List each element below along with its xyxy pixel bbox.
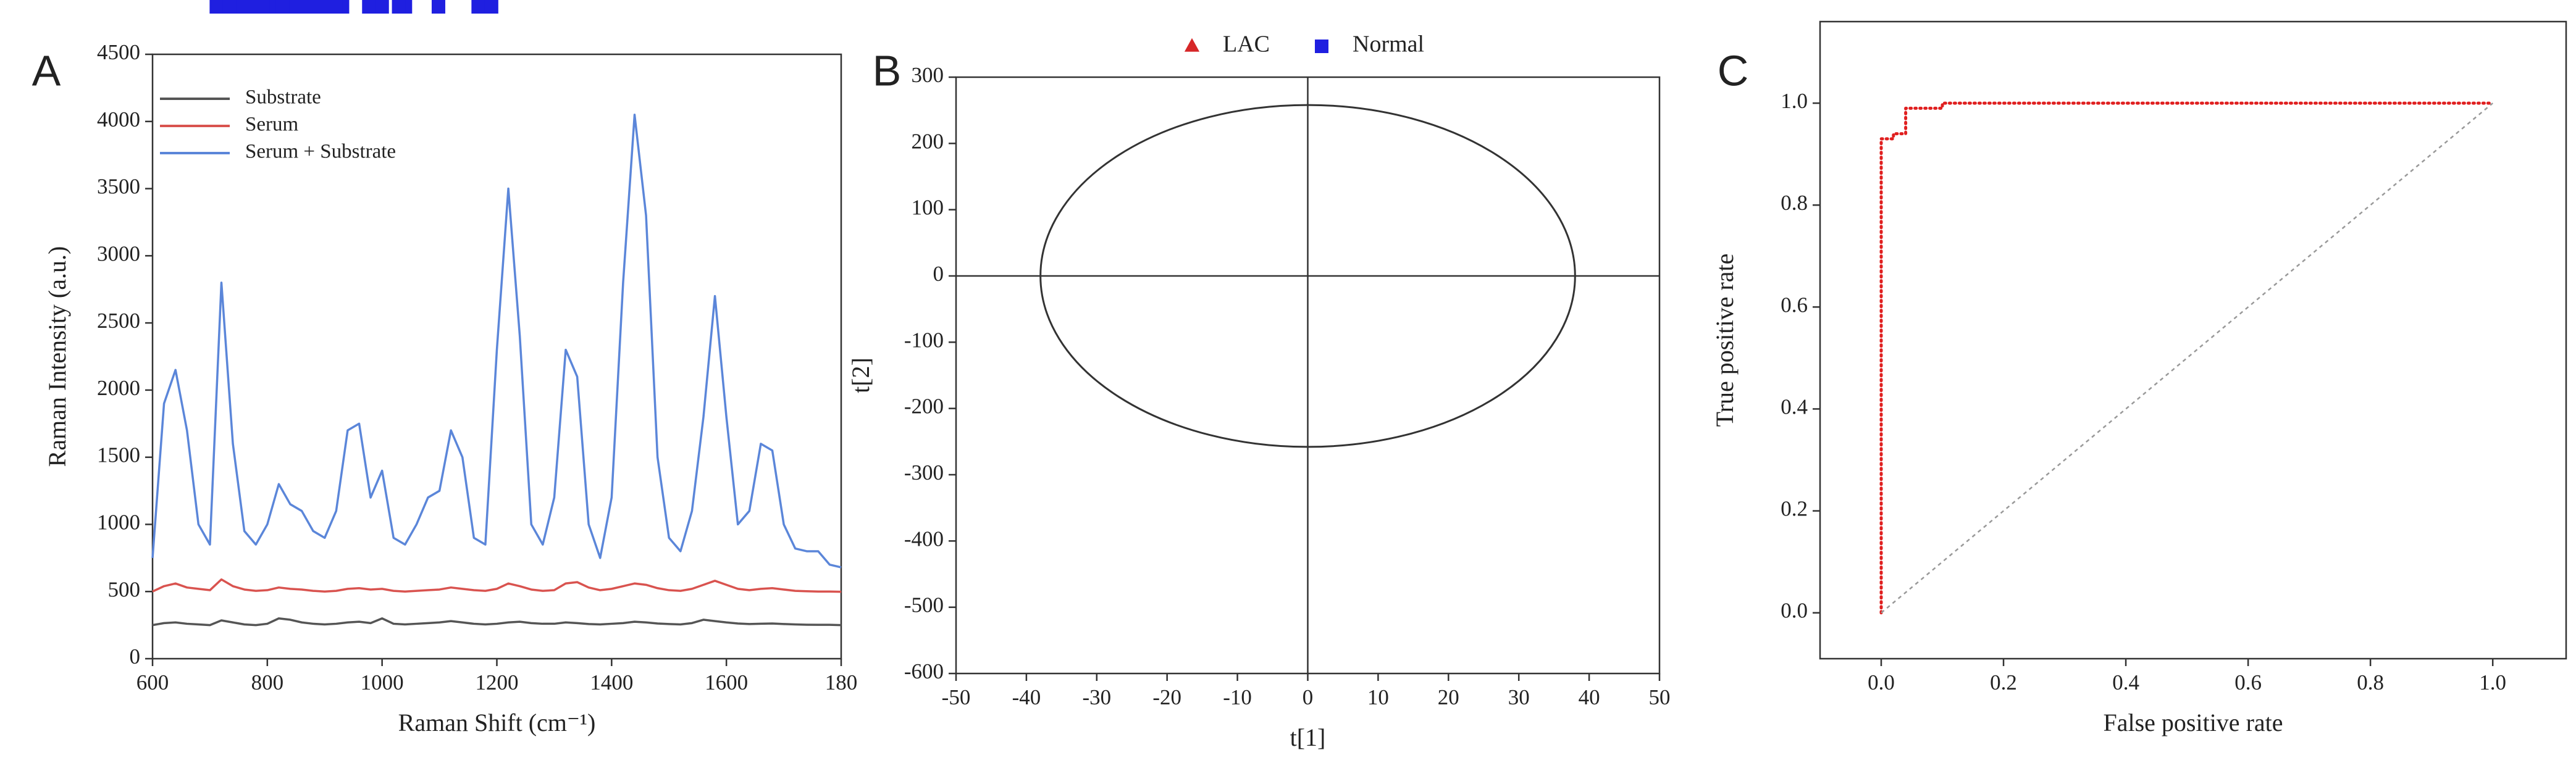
y-tick-label: 4500 — [97, 40, 140, 64]
square-marker — [222, 0, 237, 14]
line-series — [1881, 102, 2493, 614]
x-tick-label: -20 — [1152, 685, 1181, 709]
x-axis-label: False positive rate — [2103, 709, 2283, 736]
square-marker — [375, 0, 389, 14]
legend-label: Substrate — [245, 86, 321, 109]
y-tick-label: 0.0 — [1781, 599, 1808, 623]
x-tick-label: 1200 — [476, 670, 519, 694]
panel-label: C — [1718, 46, 1749, 94]
x-tick-label: -10 — [1223, 685, 1252, 709]
square-marker — [392, 0, 406, 14]
y-tick-label: 3500 — [97, 175, 140, 199]
x-tick-label: 10 — [1367, 685, 1389, 709]
y-tick-label: -600 — [904, 659, 944, 683]
x-tick-label: 0.0 — [1868, 670, 1895, 694]
x-tick-label: 180 — [825, 670, 858, 694]
x-tick-label: 1600 — [705, 670, 748, 694]
x-tick-label: -30 — [1082, 685, 1111, 709]
y-tick-label: 0.8 — [1781, 191, 1808, 215]
legend-label: Serum — [245, 114, 298, 136]
square-marker — [209, 0, 224, 14]
square-marker — [329, 0, 343, 14]
x-tick-label: 30 — [1508, 685, 1530, 709]
line-series — [152, 578, 842, 593]
y-tick-label: 1.0 — [1781, 89, 1808, 113]
legend-label: LAC — [1223, 31, 1270, 57]
square-marker — [471, 0, 485, 14]
line-series — [152, 617, 842, 627]
y-tick-label: 0 — [130, 644, 141, 669]
x-tick-label: 40 — [1579, 685, 1600, 709]
y-tick-label: -500 — [904, 593, 944, 617]
square-marker — [362, 0, 376, 14]
x-tick-label: 20 — [1438, 685, 1459, 709]
y-tick-label: -400 — [904, 527, 944, 551]
y-tick-label: -200 — [904, 394, 944, 419]
x-tick-label: 1.0 — [2479, 670, 2506, 694]
x-tick-label: -40 — [1012, 685, 1041, 709]
y-tick-label: -300 — [904, 461, 944, 485]
y-tick-label: 200 — [912, 129, 944, 153]
x-tick-label: 0.6 — [2234, 670, 2262, 694]
x-axis-label: t[1] — [1290, 724, 1326, 751]
line-series — [151, 114, 842, 569]
y-tick-label: 100 — [912, 196, 944, 220]
y-tick-label: 2500 — [97, 309, 140, 333]
y-axis-label: True positive rate — [1711, 254, 1739, 427]
x-tick-label: 0.8 — [2357, 670, 2384, 694]
y-tick-label: 4000 — [97, 107, 140, 131]
x-tick-label: 600 — [136, 670, 169, 694]
x-tick-label: 0.4 — [2112, 670, 2139, 694]
panel-label: A — [32, 46, 61, 94]
square-marker — [256, 0, 270, 14]
y-tick-label: 3000 — [97, 241, 140, 265]
x-tick-label: 800 — [251, 670, 284, 694]
y-tick-label: 0 — [933, 262, 944, 286]
y-tick-label: 0.4 — [1781, 394, 1808, 419]
square-marker — [484, 0, 498, 14]
confidence-ellipse — [1039, 104, 1576, 448]
legend-marker — [1315, 40, 1328, 53]
line-series — [1879, 101, 2494, 615]
square-marker — [316, 0, 330, 14]
x-tick-label: 50 — [1649, 685, 1671, 709]
y-tick-label: 0.6 — [1781, 293, 1808, 317]
y-axis-label: Raman Intensity (a.u.) — [43, 246, 71, 467]
x-tick-label: 0 — [1303, 685, 1314, 709]
x-tick-label: 0.2 — [1990, 670, 2017, 694]
square-marker — [275, 0, 290, 14]
legend-label: Normal — [1353, 31, 1424, 57]
x-tick-label: 1000 — [361, 670, 404, 694]
legend-marker — [1184, 38, 1200, 52]
y-tick-label: 500 — [108, 577, 141, 601]
y-axis-label: t[2] — [847, 357, 875, 393]
square-marker — [431, 0, 445, 14]
panel-label: B — [873, 46, 902, 94]
x-axis-label: Raman Shift (cm⁻¹) — [398, 709, 596, 736]
legend-label: Serum + Substrate — [245, 141, 396, 163]
y-tick-label: 2000 — [97, 376, 140, 400]
y-tick-label: -100 — [904, 328, 944, 352]
y-tick-label: 0.2 — [1781, 497, 1808, 521]
y-tick-label: 1500 — [97, 443, 140, 467]
plot-frame — [1819, 20, 2567, 660]
y-tick-label: 300 — [912, 63, 944, 87]
x-tick-label: -50 — [942, 685, 971, 709]
y-tick-label: 1000 — [97, 510, 140, 534]
x-tick-label: 1400 — [590, 670, 633, 694]
